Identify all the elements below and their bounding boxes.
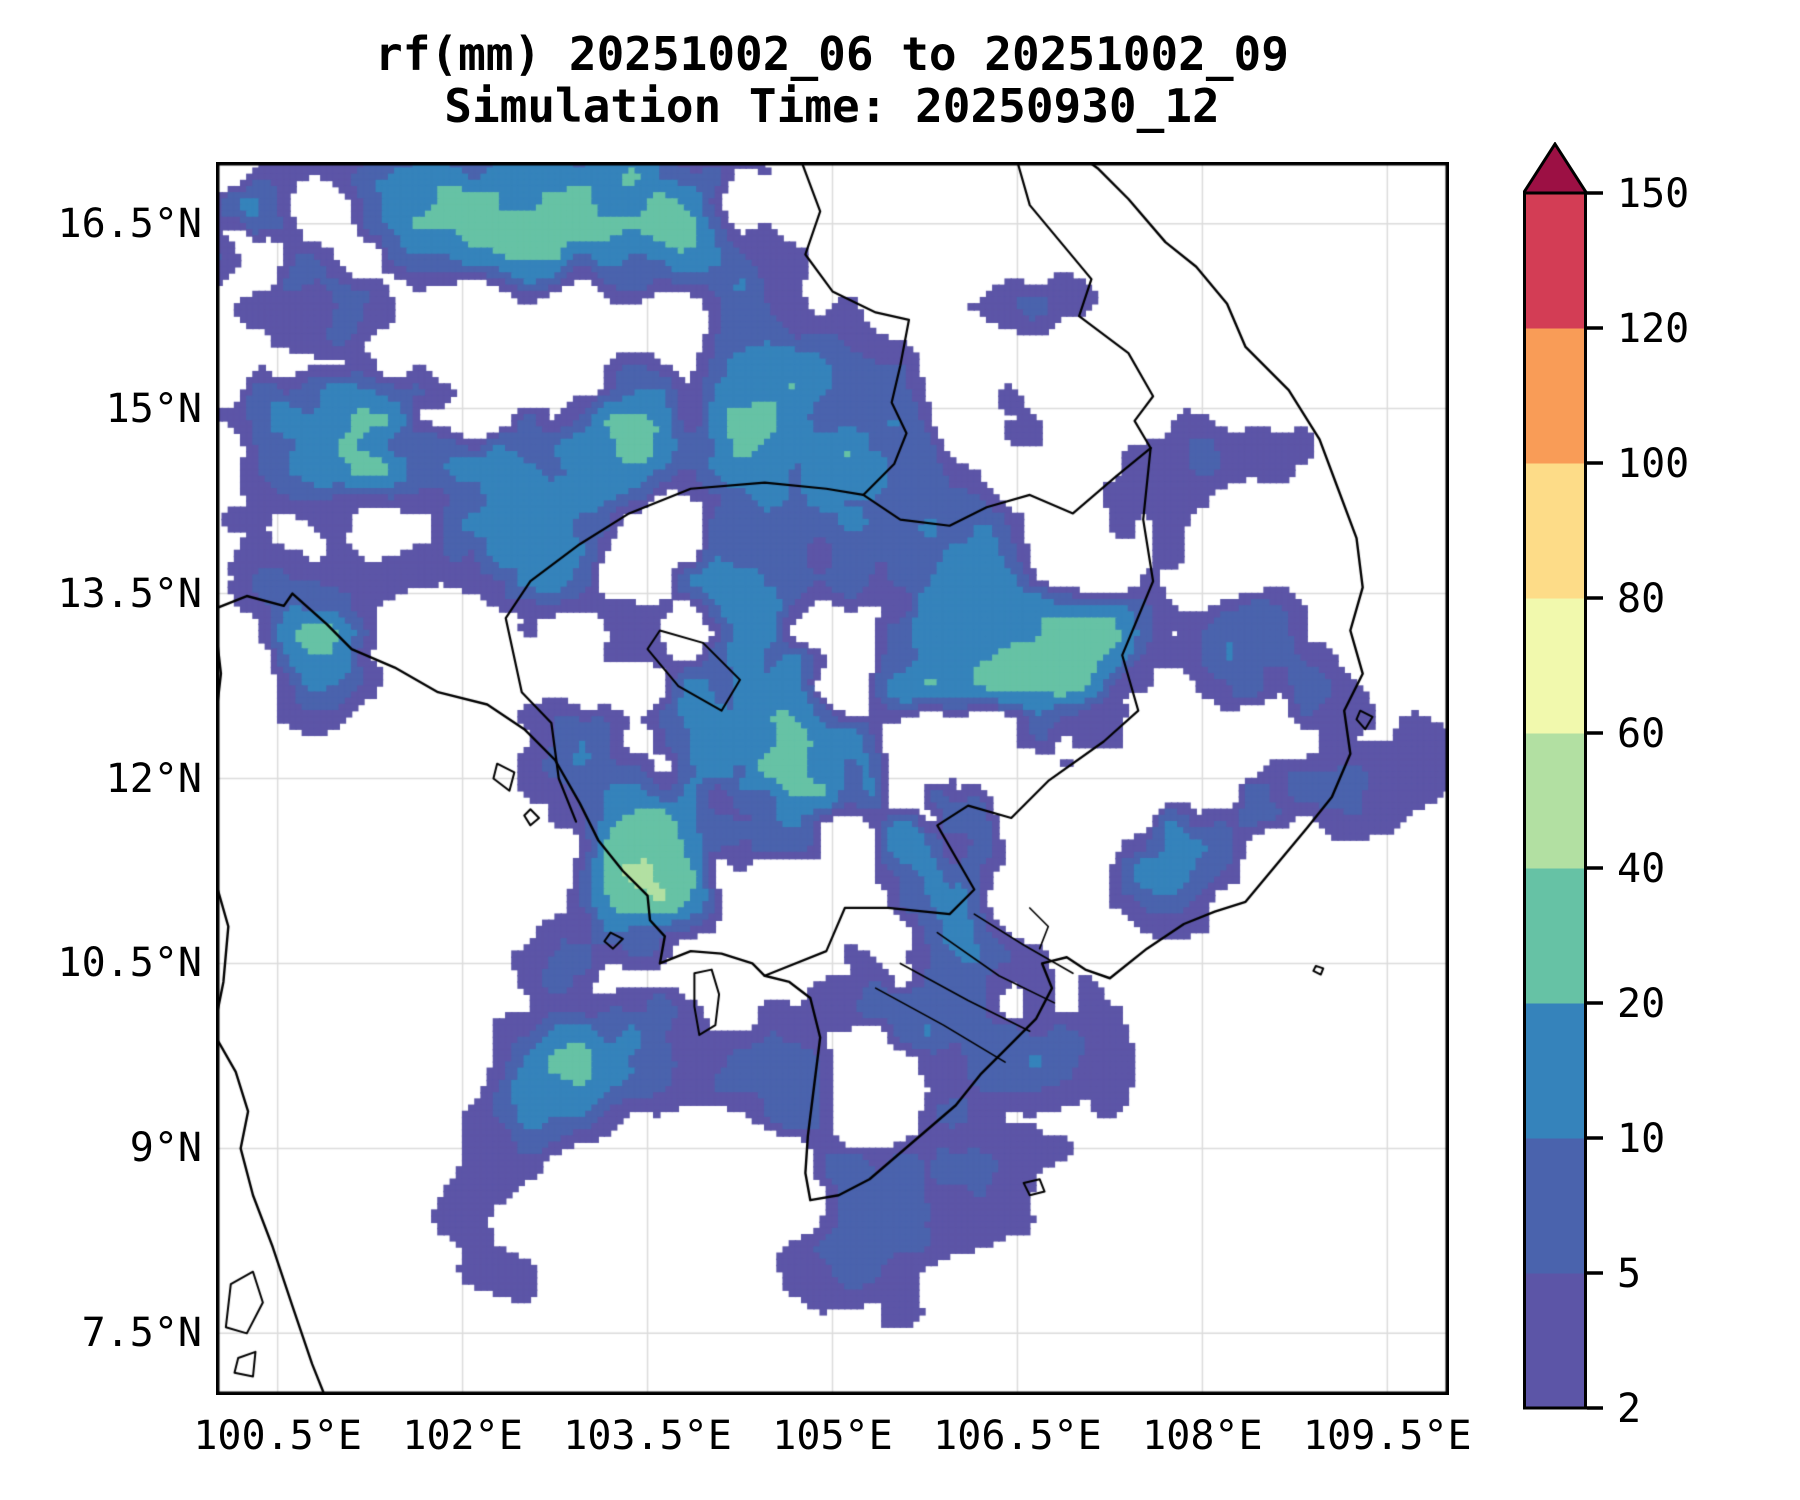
- colorbar-outline: [1523, 191, 1587, 1410]
- y-axis-tick-label: 12°N: [105, 755, 202, 802]
- colorbar-tick-label: 60: [1617, 711, 1665, 757]
- colorbar-tick-label: 120: [1617, 306, 1689, 352]
- x-axis-tick-label: 102°E: [402, 1413, 523, 1459]
- colorbar-segment: [1523, 868, 1587, 1004]
- colorbar-tick-label: 5: [1617, 1251, 1641, 1297]
- x-axis-tick-label: 106.5°E: [933, 1413, 1102, 1459]
- colorbar-svg: 2 5 10 20 40 60 80 100 120 150: [1520, 141, 1689, 1432]
- colorbar-tick-label: 2: [1617, 1386, 1641, 1432]
- colorbar-tick-label: 20: [1617, 981, 1665, 1027]
- colorbar-segment: [1523, 328, 1587, 464]
- y-axis-tick-label: 10.5°N: [57, 940, 203, 987]
- colorbar-tick-label: 80: [1617, 576, 1665, 622]
- colorbar-tick-label: 10: [1617, 1116, 1665, 1162]
- colorbar-tick-label: 150: [1617, 171, 1689, 217]
- x-axis-tick-label: 109.5°E: [1303, 1413, 1472, 1459]
- plot-subtitle: Simulation Time: 20250930_12: [444, 79, 1220, 133]
- colorbar-extend-triangle: [1520, 141, 1590, 195]
- x-axis-tick-label: 103.5°E: [563, 1413, 732, 1459]
- y-axis-tick-label: 15°N: [105, 385, 202, 432]
- y-axis-tick-label: 9°N: [129, 1125, 202, 1172]
- colorbar-segment: [1523, 1003, 1587, 1139]
- colorbar-segment: [1523, 193, 1587, 329]
- x-axis-tick-label: 100.5°E: [193, 1413, 362, 1459]
- x-axis-tick-label: 105°E: [772, 1413, 893, 1459]
- plot-title: rf(mm) 20251002_06 to 20251002_09: [375, 27, 1289, 81]
- colorbar-segment: [1523, 463, 1587, 599]
- rainfall-map-canvas: [216, 162, 1449, 1395]
- x-axis-tick-label: 108°E: [1142, 1413, 1263, 1459]
- colorbar-tick-label: 100: [1617, 441, 1689, 487]
- colorbar-tick-label: 40: [1617, 846, 1665, 892]
- y-axis-tick-label: 7.5°N: [81, 1310, 202, 1357]
- y-axis-tick-label: 13.5°N: [57, 570, 203, 617]
- colorbar-segment: [1523, 733, 1587, 869]
- colorbar-segment: [1523, 1138, 1587, 1274]
- colorbar-segment: [1523, 598, 1587, 734]
- y-axis-tick-label: 16.5°N: [57, 200, 203, 247]
- colorbar-segment: [1523, 1273, 1587, 1409]
- colorbar: 2 5 10 20 40 60 80 100 120 150: [1520, 141, 1783, 1452]
- plot-area: [216, 162, 1449, 1395]
